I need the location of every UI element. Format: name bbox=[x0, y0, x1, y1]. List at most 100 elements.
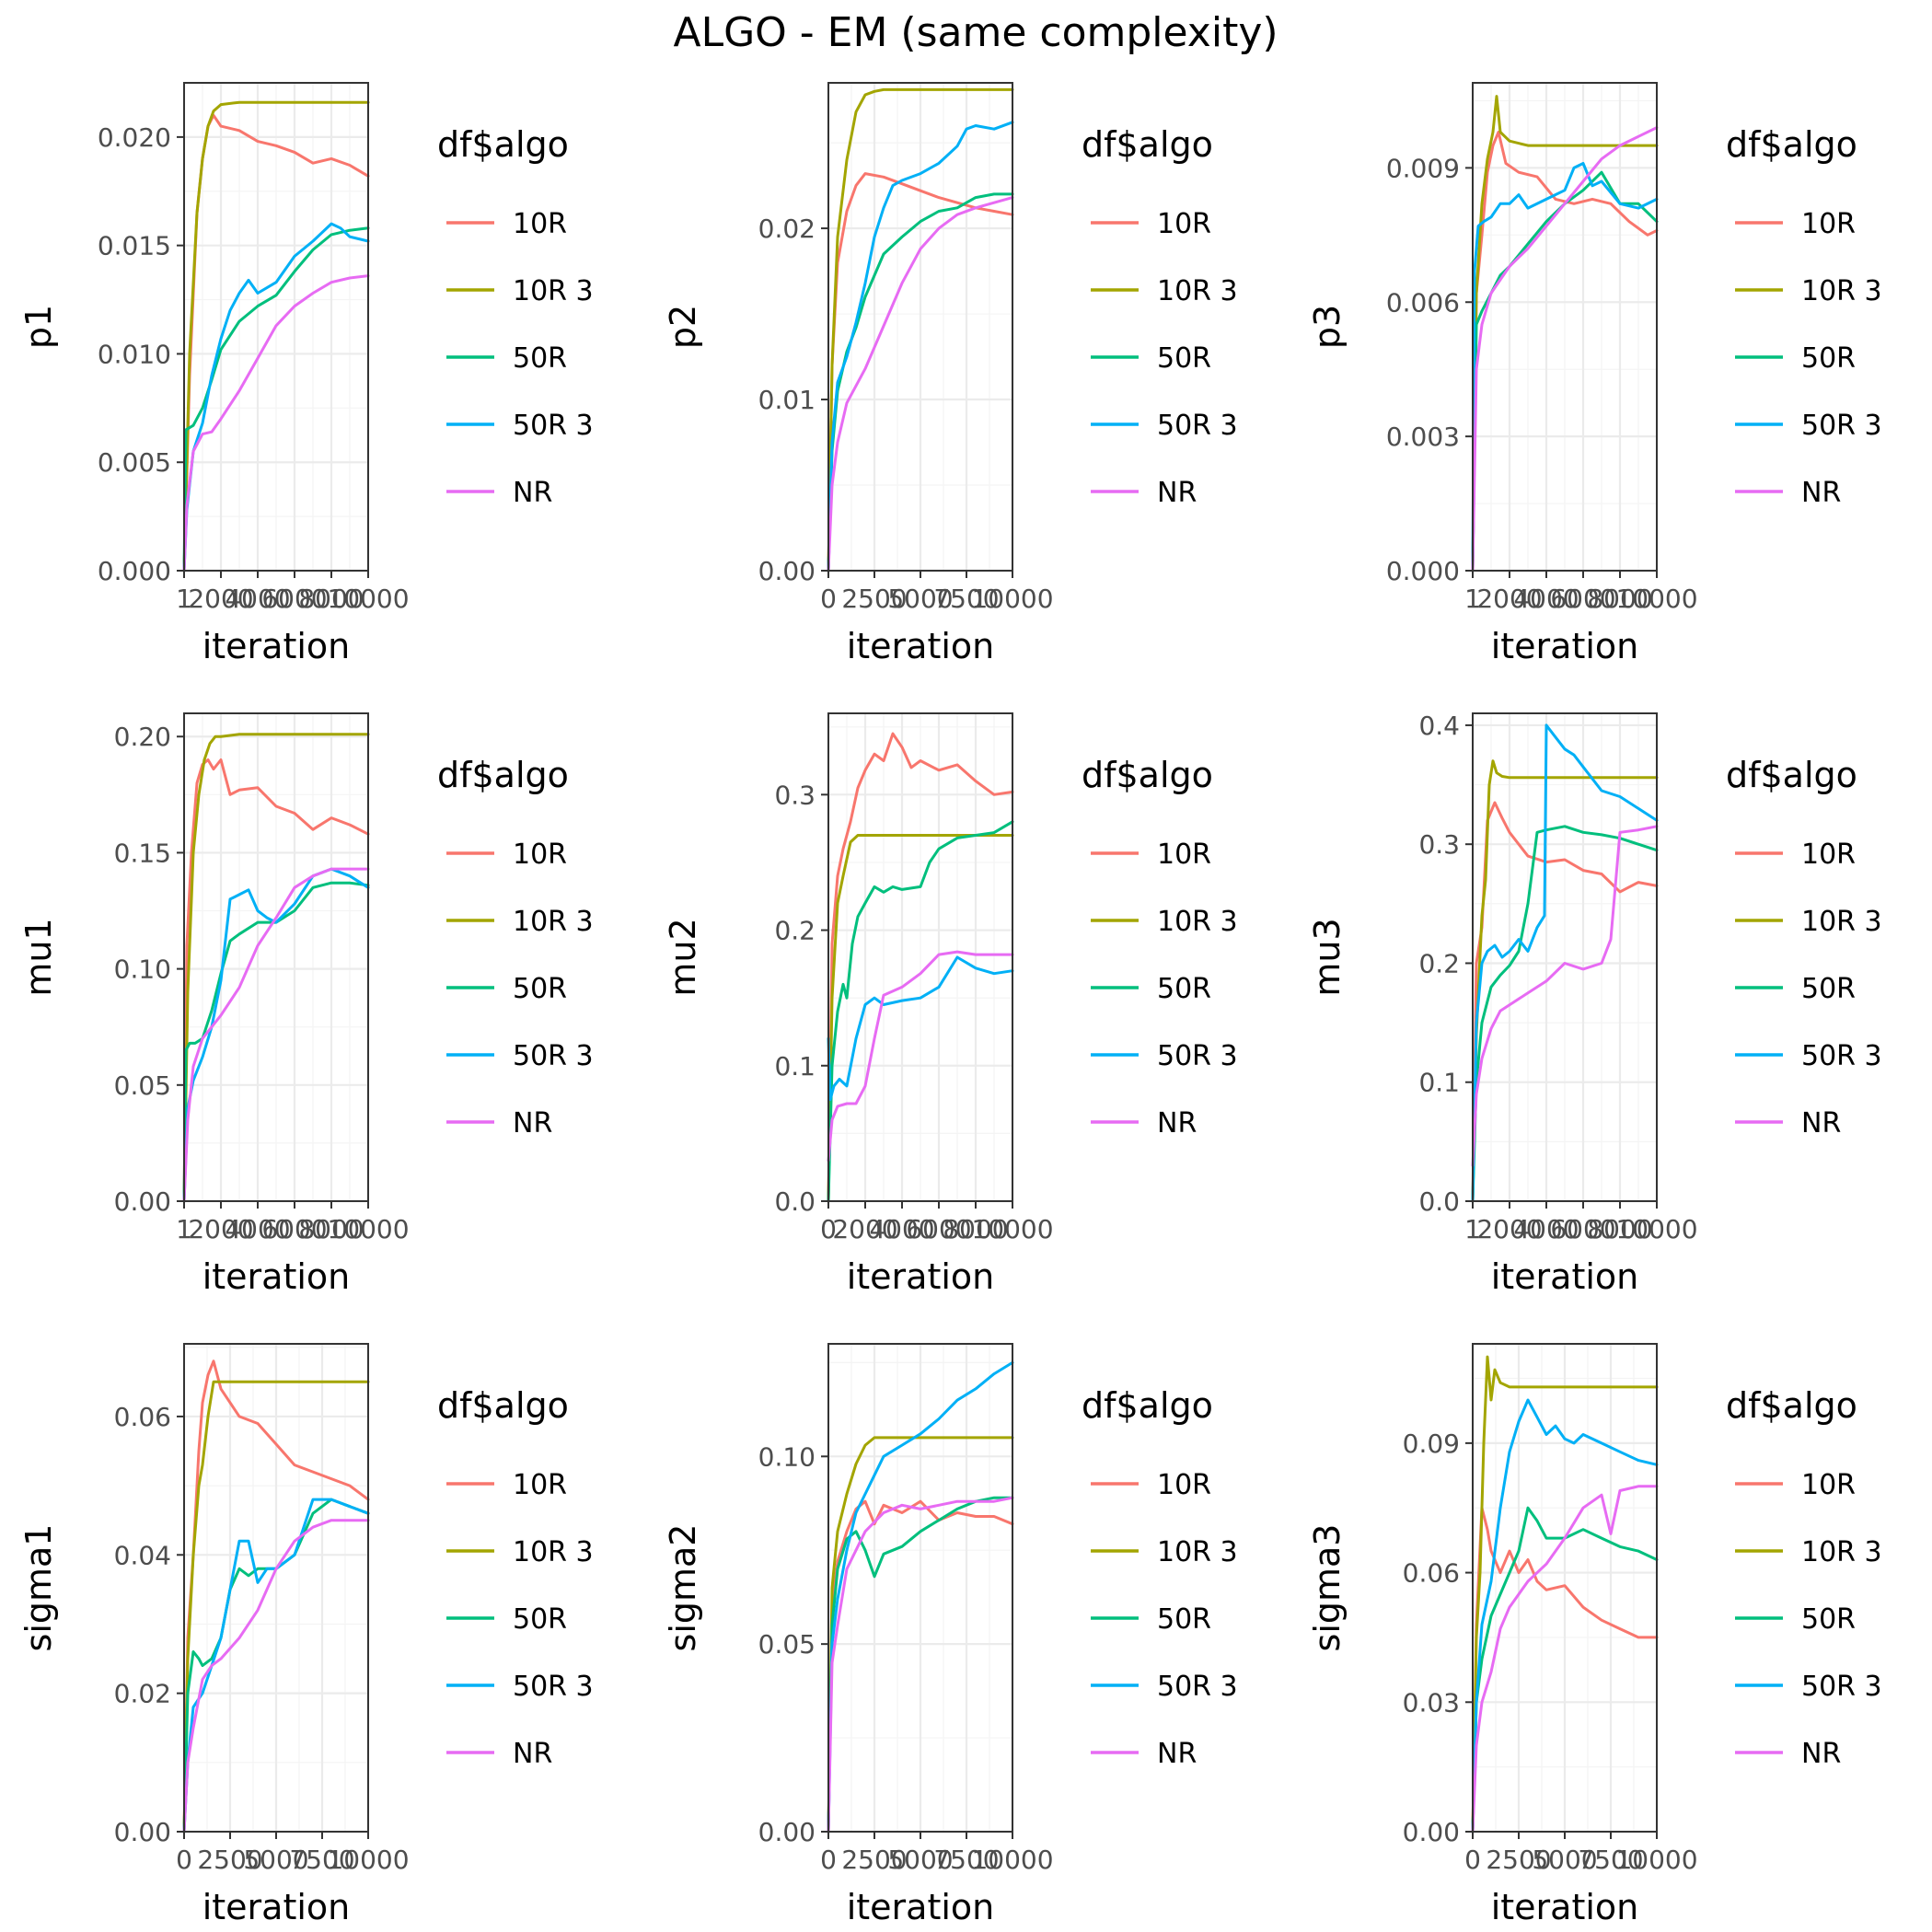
legend-label-10r: 10R bbox=[1157, 839, 1211, 871]
legend-label-10r-3: 10R 3 bbox=[1157, 1536, 1238, 1568]
legend-label-50r: 50R bbox=[1801, 342, 1856, 375]
y-axis-title: sigma3 bbox=[1307, 1524, 1348, 1652]
panel-border bbox=[1472, 712, 1658, 1202]
series-line-10r-3-mu2 bbox=[827, 834, 1014, 1203]
y-tick-label: 0.003 bbox=[1386, 422, 1460, 452]
legend-label-nr: NR bbox=[1157, 1738, 1197, 1770]
panel-border bbox=[183, 82, 369, 572]
x-tick-label: 10000 bbox=[1615, 1845, 1697, 1875]
x-tick-label: 8000 bbox=[1587, 1214, 1652, 1244]
y-tick-label: 0.020 bbox=[98, 122, 171, 153]
legend-title: df$algo bbox=[437, 124, 569, 165]
x-tick-label: 7500 bbox=[1578, 1845, 1643, 1875]
legend-label-50r-3: 50R 3 bbox=[1801, 1671, 1882, 1703]
legend: df$algo 10R 10R 3 50R 50R 3 NR bbox=[1726, 124, 1882, 509]
panel-border bbox=[183, 712, 369, 1202]
x-tick-label: 0 bbox=[820, 1214, 837, 1244]
x-tick-label: 2000 bbox=[1476, 584, 1542, 614]
x-tick-label: 10000 bbox=[327, 1214, 409, 1244]
series-line-nr-mu3 bbox=[1471, 825, 1659, 1167]
y-tick-label: 0.05 bbox=[758, 1629, 816, 1660]
series-line-50r-mu3 bbox=[1471, 825, 1659, 1203]
y-axis-title: sigma2 bbox=[663, 1524, 703, 1652]
y-tick-label: 0.2 bbox=[1418, 948, 1460, 978]
x-tick-label: 0 bbox=[176, 1845, 192, 1875]
y-tick-label: 0.04 bbox=[114, 1540, 171, 1570]
panel-border bbox=[1472, 82, 1658, 572]
y-tick-label: 0.00 bbox=[114, 1817, 171, 1847]
panel-border bbox=[827, 712, 1013, 1202]
legend-label-10r-3: 10R 3 bbox=[1157, 275, 1238, 307]
legend-title: df$algo bbox=[1082, 755, 1213, 795]
legend-title: df$algo bbox=[1726, 755, 1857, 795]
x-tick-label: 1 bbox=[176, 1214, 192, 1244]
x-tick-label: 0 bbox=[1464, 1845, 1481, 1875]
x-tick-label: 10000 bbox=[971, 584, 1053, 614]
series-line-10r-3-sigma3 bbox=[1471, 1355, 1659, 1834]
x-tick-label: 0 bbox=[820, 1845, 837, 1875]
legend-label-nr: NR bbox=[1801, 477, 1841, 509]
y-tick-label: 0.006 bbox=[1386, 287, 1460, 318]
legend-label-50r-3: 50R 3 bbox=[513, 1671, 594, 1703]
series-line-nr-p1 bbox=[182, 274, 370, 573]
y-tick-label: 0.09 bbox=[1403, 1429, 1460, 1459]
x-tick-label: 8000 bbox=[298, 1214, 364, 1244]
y-tick-label: 0.20 bbox=[114, 722, 171, 752]
legend: df$algo 10R 10R 3 50R 50R 3 NR bbox=[1082, 755, 1238, 1140]
x-tick-label: 4000 bbox=[225, 584, 290, 614]
series-line-10r-3-sigma2 bbox=[827, 1436, 1014, 1834]
y-tick-label: 0.4 bbox=[1418, 711, 1460, 741]
legend-label-50r: 50R bbox=[1157, 342, 1211, 375]
x-tick-label: 0 bbox=[820, 584, 837, 614]
y-tick-label: 0.009 bbox=[1386, 153, 1460, 183]
series-line-10r-p3 bbox=[1471, 131, 1659, 573]
panel-mu1: 0.00 0.05 0.10 0.15 0.20 12000400060008000100… bbox=[18, 712, 594, 1297]
series-line-50r-p2 bbox=[827, 192, 1014, 573]
x-tick-label: 7500 bbox=[289, 1845, 354, 1875]
x-tick-label: 10000 bbox=[1615, 1214, 1697, 1244]
legend: df$algo 10R 10R 3 50R 50R 3 NR bbox=[437, 1385, 594, 1770]
y-axis-title: sigma1 bbox=[18, 1524, 59, 1652]
x-axis-title: iteration bbox=[1491, 626, 1639, 666]
x-tick-label: 5000 bbox=[887, 1845, 953, 1875]
legend-label-10r: 10R bbox=[513, 208, 567, 240]
x-tick-label: 10000 bbox=[971, 1214, 1053, 1244]
legend-label-50r-3: 50R 3 bbox=[513, 1040, 594, 1072]
series-line-50r-3-mu2 bbox=[827, 955, 1014, 1102]
series-line-10r-sigma2 bbox=[827, 1499, 1014, 1834]
legend-label-nr: NR bbox=[1801, 1107, 1841, 1140]
legend-label-nr: NR bbox=[1801, 1738, 1841, 1770]
x-axis-title: iteration bbox=[847, 1256, 995, 1297]
legend-label-50r: 50R bbox=[1801, 1603, 1856, 1636]
series-line-50r-3-sigma2 bbox=[827, 1360, 1014, 1834]
series-line-10r-mu2 bbox=[827, 732, 1014, 1203]
y-tick-label: 0.10 bbox=[758, 1441, 816, 1472]
series-line-nr-sigma1 bbox=[182, 1519, 370, 1834]
x-tick-label: 4000 bbox=[1513, 1214, 1579, 1244]
y-tick-label: 0.2 bbox=[774, 916, 816, 946]
x-tick-label: 1 bbox=[176, 584, 192, 614]
series-line-50r-3-mu3 bbox=[1471, 723, 1659, 1203]
series-line-50r-p1 bbox=[182, 226, 370, 573]
x-tick-label: 2500 bbox=[1486, 1845, 1551, 1875]
x-tick-label: 8000 bbox=[298, 584, 364, 614]
x-tick-label: 7500 bbox=[933, 584, 999, 614]
legend-label-nr: NR bbox=[1157, 1107, 1197, 1140]
legend-label-10r-3: 10R 3 bbox=[1801, 275, 1882, 307]
x-axis-title: iteration bbox=[202, 1887, 351, 1927]
legend: df$algo 10R 10R 3 50R 50R 3 NR bbox=[1726, 1385, 1882, 1770]
x-axis-title: iteration bbox=[847, 626, 995, 666]
x-tick-label: 4000 bbox=[869, 1214, 934, 1244]
legend-label-10r-3: 10R 3 bbox=[513, 275, 594, 307]
legend-label-50r-3: 50R 3 bbox=[1157, 1040, 1238, 1072]
series-line-50r-3-p1 bbox=[182, 222, 370, 573]
legend-label-10r: 10R bbox=[1157, 208, 1211, 240]
figure-title: ALGO - EM (same complexity) bbox=[673, 9, 1278, 56]
series-line-10r-sigma1 bbox=[182, 1359, 370, 1834]
x-tick-label: 1 bbox=[1464, 584, 1481, 614]
x-tick-label: 6000 bbox=[261, 584, 327, 614]
panels-layer: 0.0000.0050.0100.0150.020120004000600080… bbox=[18, 82, 1882, 1927]
